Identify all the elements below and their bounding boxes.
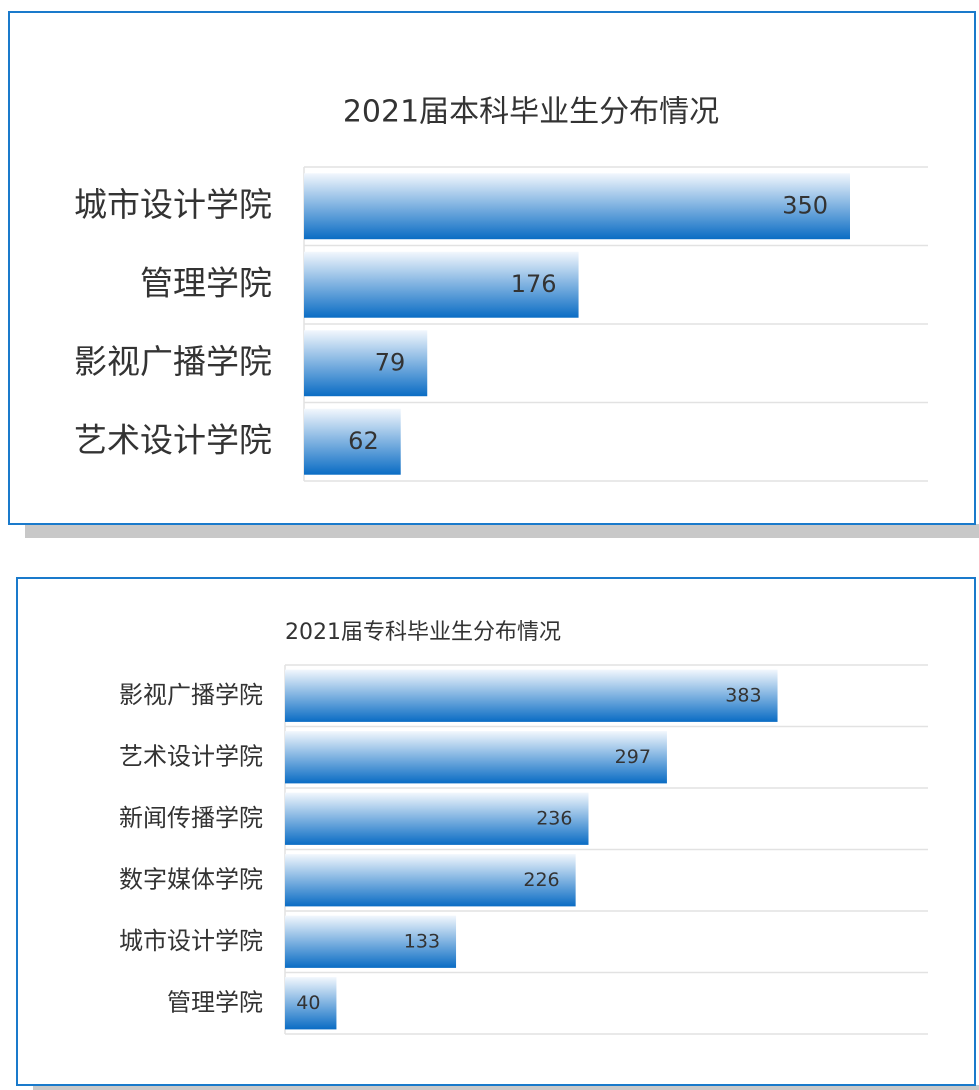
category-label: 管理学院	[167, 988, 263, 1016]
bar	[285, 792, 589, 845]
bar	[304, 408, 401, 475]
category-label: 城市设计学院	[74, 185, 272, 224]
chart-title: 2021届专科毕业生分布情况	[285, 620, 561, 645]
category-label: 新闻传播学院	[119, 804, 263, 832]
value-label: 40	[296, 992, 320, 1014]
value-label: 79	[375, 348, 406, 376]
value-label: 176	[511, 270, 557, 298]
category-label: 管理学院	[140, 263, 272, 302]
chart-title: 2021届本科毕业生分布情况	[343, 95, 719, 130]
bar	[285, 977, 337, 1030]
bar	[304, 173, 850, 240]
bar	[304, 330, 428, 397]
bar	[304, 251, 579, 318]
value-label: 236	[536, 807, 572, 829]
bar	[285, 731, 667, 784]
shadow	[25, 524, 979, 538]
bar	[285, 854, 576, 907]
value-label: 297	[615, 746, 651, 768]
category-label: 影视广播学院	[74, 342, 272, 381]
bar	[285, 915, 457, 968]
value-label: 383	[725, 684, 761, 706]
value-label: 133	[404, 930, 440, 952]
value-label: 226	[523, 869, 559, 891]
category-label: 数字媒体学院	[119, 865, 263, 893]
category-label: 城市设计学院	[119, 927, 263, 955]
category-label: 影视广播学院	[119, 681, 263, 709]
value-label: 62	[348, 427, 379, 455]
shadow	[33, 1085, 979, 1090]
value-label: 350	[782, 191, 828, 219]
bar	[285, 669, 778, 722]
category-label: 艺术设计学院	[119, 742, 263, 770]
category-label: 艺术设计学院	[74, 420, 272, 459]
